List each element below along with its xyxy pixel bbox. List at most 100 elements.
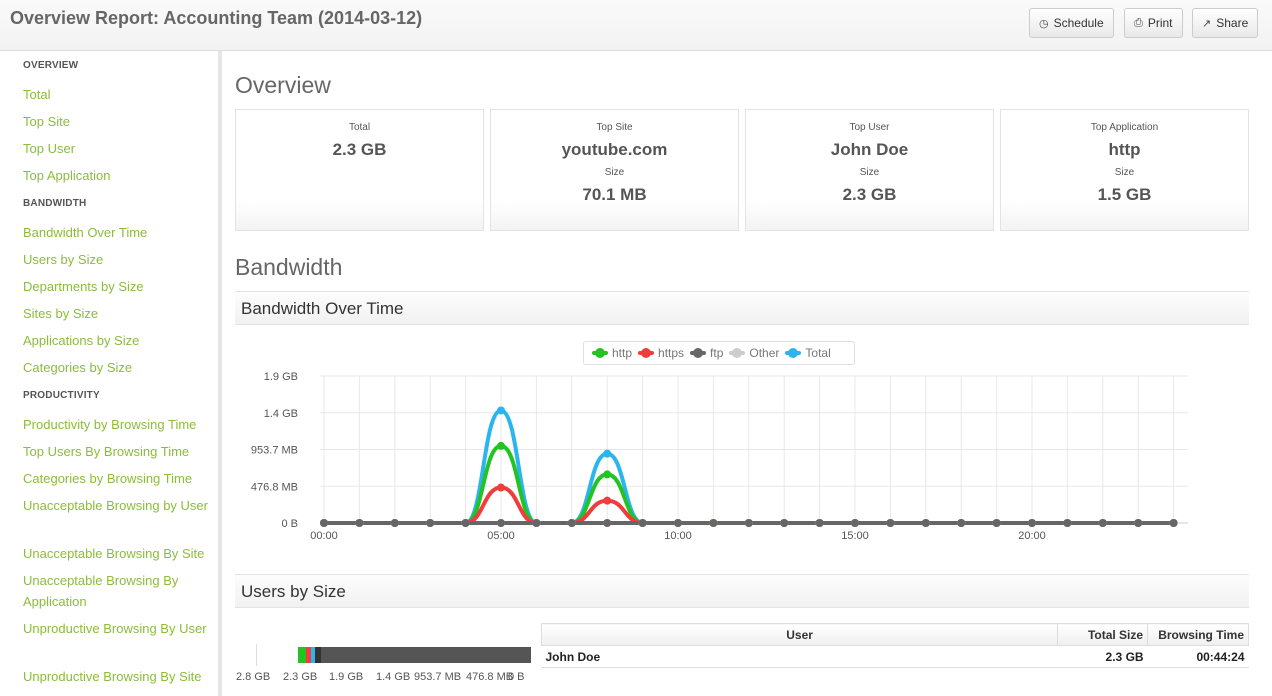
schedule-button[interactable]: ◷ Schedule [1029,8,1114,38]
card-value: youtube.com [561,140,668,159]
sidebar-item-applications-by-size[interactable]: Applications by Size [23,333,140,348]
sidebar-item-categories-by-size[interactable]: Categories by Size [23,360,133,375]
x-tick-label: 00:00 [310,530,338,542]
data-point-total [603,449,612,458]
overview-heading: Overview [235,72,331,98]
data-point-ftp [461,519,470,527]
print-button[interactable]: ⎙ Print [1124,8,1183,38]
data-point-ftp [1063,519,1072,527]
legend-swatch [592,348,608,358]
card-label: Top User [849,122,890,133]
size-axis-tick: 476.8 MB [466,671,514,683]
chart-legend: http https ftp Other Total [583,341,855,365]
legend-swatch [638,348,655,358]
x-tick-label: 20:00 [1018,530,1046,542]
share-button[interactable]: ↗ Share [1192,8,1259,38]
legend-label: https [658,346,685,360]
print-label: Print [1147,16,1173,30]
data-point-ftp [320,519,328,527]
printer-icon: ⎙ [1134,16,1143,29]
sidebar-item-top-application[interactable]: Top Application [23,168,111,183]
panel-title: Users by Size [241,582,346,601]
data-point-ftp [603,519,612,527]
data-point-ftp [709,519,718,527]
share-label: Share [1216,16,1249,30]
legend-label: Other [749,346,780,360]
legend-swatch [785,348,802,358]
data-point-ftp [921,519,930,527]
schedule-label: Schedule [1053,16,1104,30]
legend-item-other[interactable]: Other [729,346,779,360]
share-icon: ↗ [1202,17,1212,30]
legend-item-total[interactable]: Total [785,346,831,360]
bandwidth-over-time-header: Bandwidth Over Time [235,291,1249,325]
data-point-ftp [780,519,789,527]
legend-item-http[interactable]: http [592,346,632,360]
card-sub-label: Size [604,167,625,178]
sidebar-item-categories-by-browsing-time[interactable]: Categories by Browsing Time [23,471,193,486]
bandwidth-heading: Bandwidth [235,254,343,280]
card-top-site: Top Site youtube.com Size 70.1 MB [490,109,739,231]
legend-label: http [612,346,633,360]
sidebar-item-top-users-by-browsing-time[interactable]: Top Users By Browsing Time [23,444,190,459]
size-axis-line [256,644,257,666]
cell-browsing-time: 00:44:24 [1147,645,1249,668]
users-by-size-header: Users by Size [235,574,1249,608]
card-value: 2.3 GB [332,140,387,159]
x-tick-label: 05:00 [487,530,515,542]
y-tick-label: 953.7 MB [251,445,298,457]
data-point-ftp [851,519,859,527]
legend-swatch [690,348,707,358]
sidebar-item-productivity-by-browsing-time[interactable]: Productivity by Browsing Time [23,417,197,432]
data-point-ftp [1169,519,1178,527]
card-label: Total [348,122,371,133]
sidebar-item-bandwidth-over-time[interactable]: Bandwidth Over Time [23,225,148,240]
size-bar-segment [306,647,311,663]
data-point-ftp [815,519,824,527]
report-title: Overview Report: Accounting Team (2014-0… [10,8,423,28]
data-point-ftp [532,519,541,527]
size-axis-tick: 953.7 MB [414,671,462,683]
users-table: User Total Size Browsing Time John Doe 2… [540,623,1249,668]
size-axis-tick: 2.8 GB [236,671,271,683]
card-value: John Doe [830,140,909,159]
sidebar-item-departments-by-size[interactable]: Departments by Size [23,279,144,294]
legend-label: Total [805,346,831,360]
cell-user: John Doe [541,645,1058,668]
sidebar-item-total[interactable]: Total [23,87,51,102]
size-bar-segment [315,647,322,663]
data-point-ftp [497,519,505,527]
data-point-https [497,483,505,492]
column-header-total-size[interactable]: Total Size [1057,623,1149,646]
data-point-http [603,470,612,479]
data-point-ftp [567,519,576,527]
sidebar-item-unacceptable-browsing-by-user[interactable]: Unacceptable Browsing by User [23,498,208,513]
card-label: Top Site [596,122,633,133]
legend-item-https[interactable]: https [638,346,684,360]
sidebar-item-unproductive-browsing-by-user[interactable]: Unproductive Browsing By User [23,621,207,636]
column-header-user[interactable]: User [540,623,1059,646]
sidebar-item-unproductive-browsing-by-site[interactable]: Unproductive Browsing By Site [23,669,202,684]
sidebar-item-unacceptable-browsing-by-site[interactable]: Unacceptable Browsing By Site [23,546,205,561]
sidebar-item-top-site[interactable]: Top Site [23,114,70,129]
data-point-https [603,496,612,505]
column-header-browsing-time[interactable]: Browsing Time [1147,623,1249,646]
sidebar-item-users-by-size[interactable]: Users by Size [23,252,104,267]
data-point-ftp [426,519,435,527]
y-tick-label: 1.9 GB [264,371,298,383]
card-top-user: Top User John Doe Size 2.3 GB [745,109,994,231]
size-axis-tick: 0 B [508,671,525,683]
sidebar-item-sites-by-size[interactable]: Sites by Size [23,306,99,321]
sidebar-item-top-user[interactable]: Top User [23,141,76,156]
legend-item-ftp[interactable]: ftp [690,346,723,360]
y-tick-label: 1.4 GB [264,408,298,420]
card-top-application: Top Application http Size 1.5 GB [1000,109,1249,231]
legend-label: ftp [710,346,724,360]
data-point-ftp [390,519,399,527]
sidebar-item-unacceptable-browsing-by-application[interactable]: Unacceptable Browsing By Application [23,573,179,609]
card-value: http [1108,140,1141,159]
data-point-ftp [957,519,966,527]
sidebar-section-bandwidth: BANDWIDTH [23,198,87,209]
clock-icon: ◷ [1039,17,1049,30]
card-sub-label: Size [1114,167,1135,178]
